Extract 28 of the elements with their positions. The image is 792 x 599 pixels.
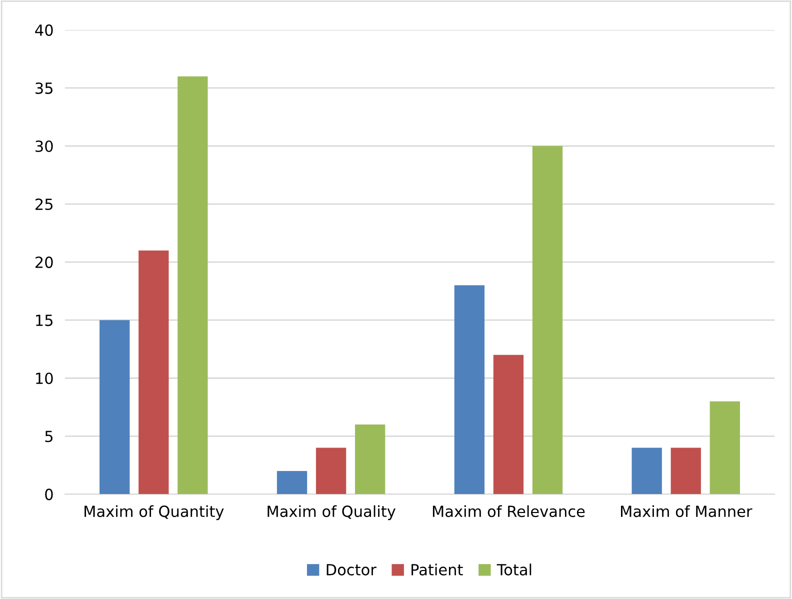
legend-label: Total [496, 564, 532, 576]
y-tick-label: 35 [36, 82, 52, 94]
bar [100, 320, 130, 494]
bar [454, 285, 485, 494]
bar [276, 470, 308, 494]
x-tick-label: Maxim of Quantity [84, 505, 224, 520]
x-tick-label: Maxim of Relevance [432, 505, 585, 518]
y-tick-label: 20 [36, 256, 53, 268]
bar [178, 76, 208, 494]
x-tick-label: Maxim of Quality [268, 505, 396, 520]
y-tick-label: 0 [45, 488, 53, 500]
bar [355, 424, 386, 494]
y-tick-label: 15 [36, 314, 52, 326]
y-tick-label: 25 [36, 198, 52, 210]
bar [493, 354, 524, 494]
bar [532, 146, 563, 494]
legend-label: Patient [412, 564, 463, 576]
bar [138, 250, 169, 494]
y-tick-label: 40 [35, 24, 53, 36]
bar [670, 448, 701, 494]
y-tick-label: 5 [45, 430, 52, 442]
y-tick-label: 10 [36, 372, 53, 384]
bar [316, 448, 346, 494]
bar [710, 401, 740, 494]
y-tick-label: 30 [36, 140, 53, 152]
bar [632, 448, 662, 494]
legend-label: Doctor [326, 564, 376, 576]
x-tick-label: Maxim of Manner [621, 505, 752, 518]
